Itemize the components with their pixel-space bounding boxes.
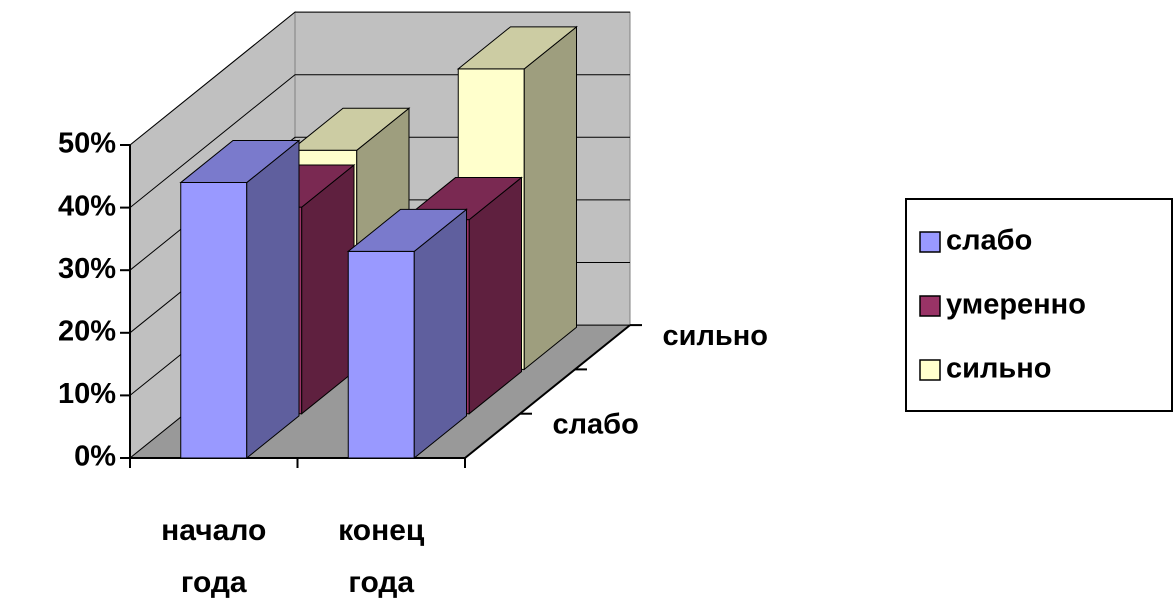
bar-front — [347, 250, 415, 459]
y-tick-label: 10% — [58, 378, 116, 410]
legend-label: умеренно — [946, 289, 1086, 321]
bar-side — [301, 163, 355, 415]
x-tick-label: конец года — [338, 514, 425, 599]
depth-label: слабо — [553, 409, 639, 441]
bar-side — [246, 139, 300, 460]
y-tick-label: 40% — [58, 190, 116, 222]
bar-side — [523, 25, 577, 371]
bar — [179, 139, 301, 460]
bar — [346, 208, 468, 460]
bar-top — [179, 139, 301, 184]
depth-label: сильно — [663, 320, 768, 352]
y-tick-label: 20% — [58, 315, 116, 347]
y-tick-label: 50% — [58, 128, 116, 160]
depth-axis — [464, 324, 631, 459]
legend-label: слабо — [946, 225, 1032, 257]
bar-top — [346, 208, 468, 252]
grid-line — [129, 11, 630, 146]
bar-front — [180, 182, 248, 459]
x-tick-label: начало года — [161, 514, 267, 599]
bar-top — [289, 107, 411, 151]
legend-swatch — [919, 359, 941, 381]
legend-label: сильно — [946, 353, 1051, 385]
y-tick-label: 30% — [58, 253, 116, 285]
y-tick-label: 0% — [74, 441, 116, 473]
legend-swatch — [919, 231, 941, 253]
bar-top — [456, 26, 578, 70]
legend-swatch — [919, 295, 941, 317]
legend — [905, 198, 1173, 412]
bar-side — [413, 208, 467, 460]
